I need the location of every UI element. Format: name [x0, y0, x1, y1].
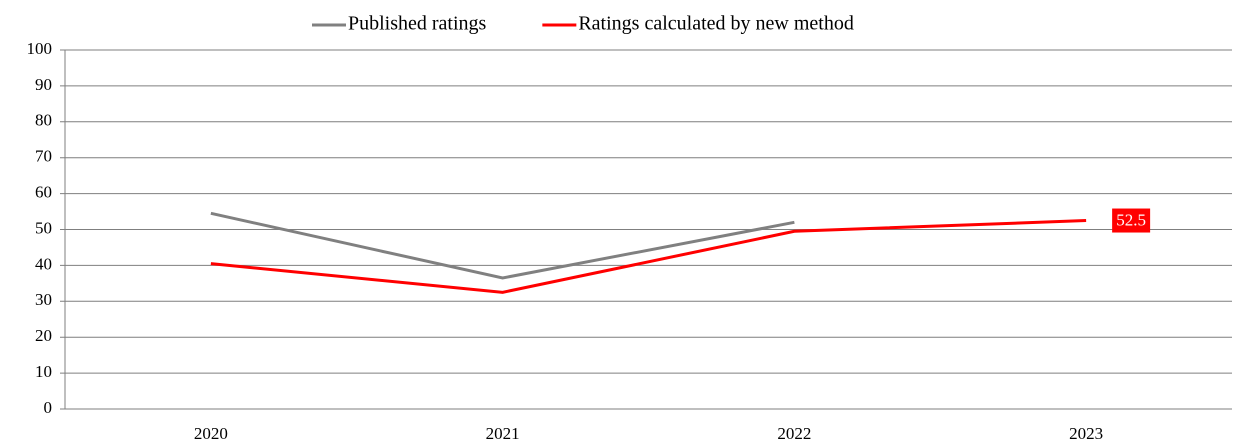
data-label: 52.5 [1116, 210, 1146, 229]
legend-label: Published ratings [348, 13, 487, 35]
data-label-box [1112, 208, 1151, 233]
x-tick-label: 2021 [486, 424, 520, 443]
y-tick-label: 40 [35, 254, 52, 273]
y-tick-label: 30 [35, 290, 52, 309]
x-tick-label: 2023 [1069, 424, 1103, 443]
series-line [210, 211, 795, 280]
y-tick-label: 80 [35, 111, 52, 130]
y-tick-label: 60 [35, 183, 52, 202]
y-tick-label: 90 [35, 75, 52, 94]
legend: Published ratings Ratings calculated by n… [312, 13, 854, 35]
y-tick-label: 50 [35, 218, 52, 237]
y-tick-label: 20 [35, 326, 52, 345]
x-tick-label: 2020 [194, 424, 228, 443]
series-line [210, 219, 1087, 294]
x-tick-label: 2022 [777, 424, 811, 443]
y-tick-label: 10 [35, 362, 52, 381]
legend-label: Ratings calculated by new method [578, 13, 853, 35]
y-tick-label: 70 [35, 147, 52, 166]
y-tick-label: 100 [27, 39, 53, 58]
y-tick-label: 0 [44, 398, 53, 417]
